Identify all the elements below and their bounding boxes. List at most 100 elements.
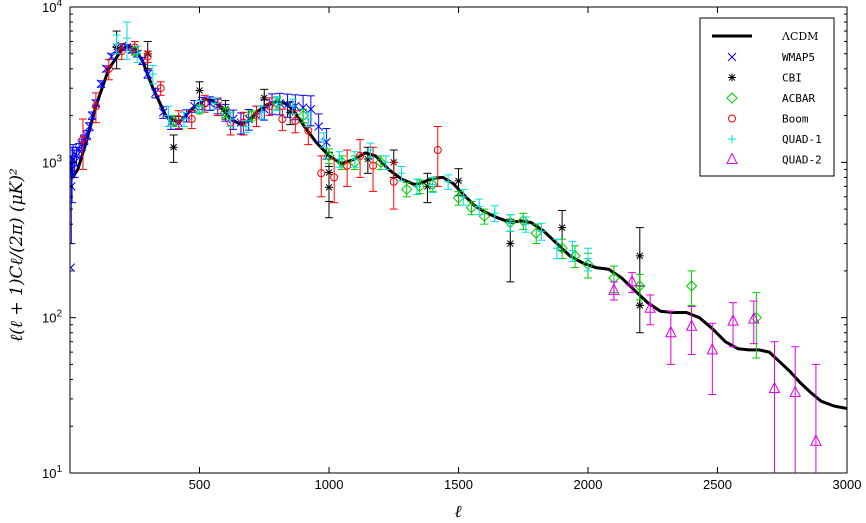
data-point <box>454 176 463 185</box>
data-point <box>143 69 153 79</box>
marker-triangle <box>644 301 656 313</box>
data-point <box>70 263 76 272</box>
marker-diamond <box>517 215 529 227</box>
data-point <box>179 115 188 124</box>
data-point <box>810 434 822 446</box>
data-point <box>78 135 87 144</box>
data-point <box>356 151 365 160</box>
x-tick-label: 2000 <box>574 477 603 492</box>
legend-item-wmap5: WMAP5 <box>727 51 815 64</box>
data-point <box>112 39 121 48</box>
data-point <box>706 342 719 355</box>
marker-circle <box>78 135 87 144</box>
data-point <box>226 115 235 124</box>
marker-diamond <box>323 150 335 162</box>
data-point <box>556 242 568 254</box>
data-point <box>245 109 258 122</box>
marker-circle <box>304 126 313 135</box>
marker-stroke <box>85 122 94 131</box>
marker-circle <box>291 116 300 125</box>
data-point <box>304 126 313 135</box>
marker-diamond <box>400 183 413 196</box>
legend-label: QUAD-1 <box>782 133 822 146</box>
data-point <box>323 150 335 162</box>
legend-item-boom: Boom <box>728 113 809 126</box>
legend-marker <box>726 152 738 164</box>
marker-stroke <box>506 240 514 247</box>
data-point <box>444 177 453 186</box>
marker-diamond <box>452 192 465 204</box>
marker-stroke <box>82 130 92 140</box>
marker-diamond <box>556 242 568 254</box>
data-point <box>569 250 581 262</box>
marker-stroke <box>314 122 323 131</box>
data-point <box>195 86 204 95</box>
marker-triangle <box>789 385 802 397</box>
marker-diamond <box>167 115 180 127</box>
data-point <box>413 180 426 193</box>
x-tick-label: 500 <box>189 477 211 492</box>
data-point <box>366 146 375 155</box>
data-point <box>96 79 106 89</box>
data-point <box>143 52 152 61</box>
marker-circle <box>433 146 442 155</box>
marker-stroke <box>727 52 737 62</box>
marker-stroke <box>70 263 76 270</box>
legend-items: ΛCDM WMAP5 CBI ACBAR Boom QUAD-1 QUAD-2 <box>712 30 822 167</box>
data-point <box>537 227 546 236</box>
marker-stroke <box>158 107 168 117</box>
y-tick-label: 104 <box>42 0 62 15</box>
marker-stroke <box>455 177 462 185</box>
marker-diamond <box>375 156 387 169</box>
x-axis-label: ℓ <box>454 502 461 522</box>
data-point <box>82 130 92 140</box>
data-point <box>521 220 530 229</box>
marker-stroke <box>87 111 97 120</box>
marker-triangle <box>768 381 781 393</box>
marker-stroke <box>558 224 566 231</box>
data-point <box>193 103 206 115</box>
data-point <box>685 319 698 331</box>
data-point <box>433 146 442 155</box>
data-point <box>644 301 656 313</box>
data-point <box>260 93 269 102</box>
data-point <box>265 102 274 111</box>
data-point <box>727 314 739 326</box>
data-point <box>133 49 142 58</box>
data-point <box>635 301 644 310</box>
x-tick-label: 1000 <box>315 477 344 492</box>
data-point <box>350 155 359 164</box>
marker-circle <box>104 64 113 73</box>
data-point <box>91 102 100 111</box>
data-point <box>452 192 465 204</box>
data-point <box>273 99 282 108</box>
marker-triangle <box>626 274 638 287</box>
marker-triangle <box>706 342 719 355</box>
marker-stroke <box>364 155 372 163</box>
legend-marker <box>727 52 737 62</box>
marker-stroke <box>298 103 308 112</box>
data-point <box>506 239 515 248</box>
marker-stroke <box>170 143 177 151</box>
data-point <box>665 325 677 338</box>
legend-label: QUAD-2 <box>782 154 822 167</box>
legend-label: WMAP5 <box>782 51 815 64</box>
legend-item-cbi: CBI <box>728 72 802 85</box>
marker-stroke <box>636 252 644 260</box>
data-point <box>148 70 157 79</box>
legend-marker <box>728 114 736 123</box>
data-point <box>288 102 297 111</box>
data-point <box>325 168 333 177</box>
marker-diamond <box>685 280 698 292</box>
data-point <box>375 156 387 169</box>
marker-diamond <box>726 92 738 104</box>
series-quad-1 <box>112 21 592 272</box>
marker-stroke <box>728 74 736 81</box>
legend-item-quad-2: QUAD-2 <box>726 152 822 167</box>
data-point <box>389 177 398 186</box>
series-boom <box>78 40 442 210</box>
data-point <box>317 169 326 178</box>
data-point <box>400 183 413 196</box>
marker-circle <box>213 102 222 111</box>
data-point <box>428 180 437 189</box>
